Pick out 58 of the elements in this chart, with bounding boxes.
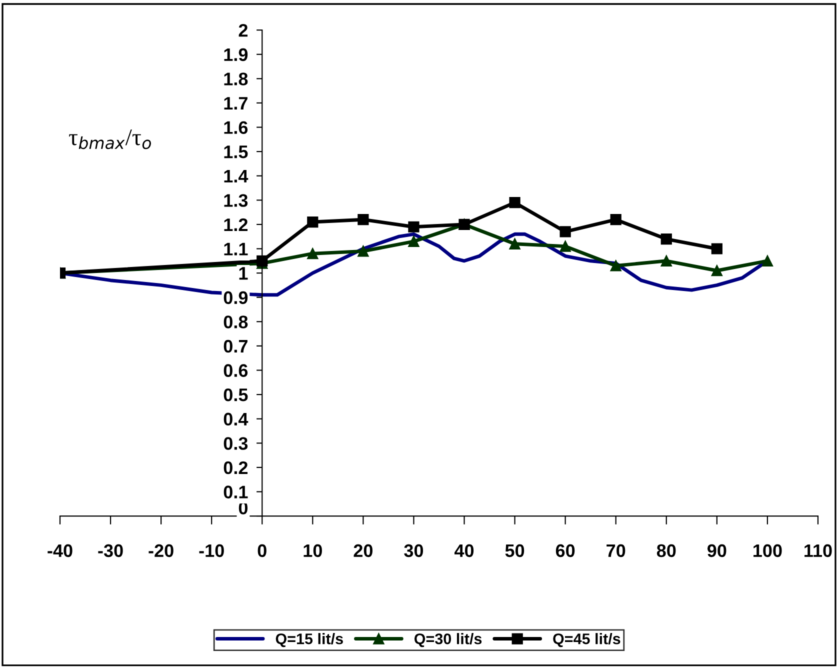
point [762, 255, 773, 266]
y-tick-label: 0.1 [224, 486, 248, 498]
point [408, 221, 420, 232]
point [610, 214, 622, 226]
y-tick-label: 0.2 [224, 461, 248, 474]
y-tick-label: 0.7 [224, 340, 248, 353]
x-tick-label: 80 [656, 544, 676, 558]
legend-label: Q=45 lit/s [553, 633, 620, 648]
y-tick-label: 1.8 [224, 72, 248, 86]
point [560, 240, 571, 252]
y-tick-label: 0.5 [224, 388, 248, 402]
y-tick-label: 0.8 [224, 316, 248, 328]
y-tick-label: 1.4 [224, 170, 248, 182]
y-tick-label: 0.9 [224, 291, 248, 304]
x-tick-label: 90 [707, 544, 726, 558]
y-axis-title: τ$_{bmax}$/τ$_{o}$ [69, 130, 151, 150]
point [307, 248, 318, 260]
point [256, 255, 268, 266]
x-tick-label: -30 [98, 544, 123, 558]
y-tick-label: 0.3 [224, 437, 248, 450]
point [610, 260, 622, 272]
y-tick-label: 1 [239, 267, 248, 280]
point [509, 238, 520, 250]
x-tick-label: 40 [454, 544, 474, 558]
y-tick-label: 1.9 [224, 48, 248, 62]
y-tick-label: 1.5 [224, 146, 248, 158]
y-tick-label: 2 [238, 24, 248, 37]
x-tick-label: 60 [556, 544, 575, 558]
x-tick-label: 70 [606, 544, 626, 558]
point [660, 233, 672, 245]
y-tick-label: 1.1 [224, 242, 248, 256]
point [660, 255, 672, 266]
legend-label: Q=30 lit/s [414, 633, 482, 648]
x-tick-label: 50 [505, 544, 524, 558]
x-tick-label: 20 [354, 544, 372, 558]
y-tick-label: 1.3 [224, 194, 248, 207]
x-tick-label: -40 [48, 544, 72, 558]
x-tick-label: 100 [754, 544, 782, 558]
point [509, 197, 520, 208]
y-tick-label: 1.6 [224, 121, 248, 134]
point [711, 243, 722, 254]
legend-label: Q=15 lit/s [276, 633, 343, 648]
y-tick-label: 0.4 [224, 412, 248, 426]
x-tick-label: -10 [199, 544, 224, 558]
x-tick-label: -20 [148, 544, 174, 558]
y-tick-label: 1.2 [224, 218, 248, 231]
point [711, 265, 722, 276]
y-tick-label: 1.7 [224, 97, 248, 110]
y-tick-label: 0.6 [224, 364, 248, 377]
point [560, 226, 571, 238]
x-tick-label: 110 [804, 544, 832, 558]
x-tick-label: 0 [258, 544, 266, 558]
point [408, 236, 420, 248]
x-tick-label: 10 [304, 544, 322, 558]
point [307, 216, 318, 228]
x-tick-label: 30 [404, 544, 424, 558]
point [358, 214, 369, 226]
point [358, 246, 369, 257]
